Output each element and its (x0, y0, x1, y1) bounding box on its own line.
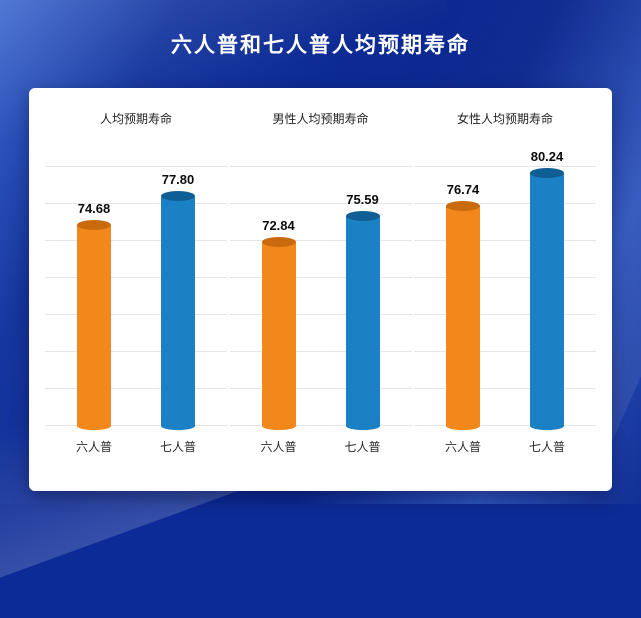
bar-seventh-census (530, 168, 564, 430)
value-label: 80.24 (530, 149, 564, 165)
bar-sixth-census (261, 236, 296, 431)
bar-group: 72.84 (257, 166, 301, 431)
bar-seventh-census (161, 190, 195, 431)
chart-panel-male: 男性人均预期寿命 72.84 75.59 六人普 七人普 (229, 110, 412, 491)
bar-seventh-census (345, 211, 380, 430)
bar-sixth-census (77, 219, 111, 431)
plot-area: 72.84 75.59 (229, 166, 412, 431)
category-labels: 六人普 七人普 (45, 438, 227, 455)
category-labels: 六人普 七人普 (414, 438, 596, 455)
category-label-seventh-census: 七人普 (344, 440, 381, 454)
category-label-seventh-census: 七人普 (528, 440, 565, 454)
category-labels: 六人普 七人普 (230, 438, 412, 455)
panel-title: 女性人均预期寿命 (456, 112, 553, 126)
panel-title: 男性人均预期寿命 (272, 112, 369, 126)
bar-group: 77.80 (156, 166, 200, 431)
panel-title: 人均预期寿命 (99, 112, 172, 126)
category-label-sixth-census: 六人普 (75, 440, 112, 454)
bar-sixth-census (446, 200, 480, 431)
bar-group: 75.59 (341, 166, 385, 430)
category-label-sixth-census: 六人普 (260, 440, 297, 454)
bar-group: 76.74 (441, 166, 485, 431)
bar-group: 74.68 (72, 166, 116, 431)
value-label: 72.84 (262, 217, 295, 233)
chart-panel-total: 人均预期寿命 74.68 77.80 六人普 七人普 (45, 110, 227, 491)
bar-group: 80.24 (525, 149, 569, 430)
value-label: 75.59 (346, 192, 379, 208)
chart-panel-female: 女性人均预期寿命 76.74 80.24 六人普 七人普 (414, 110, 596, 491)
value-label: 74.68 (77, 200, 111, 216)
header: 六人普和七人普人均预期寿命 (0, 0, 641, 88)
chart-card: 人均预期寿命 74.68 77.80 六人普 七人普 男性人均预期寿命 72.8… (29, 88, 612, 491)
plot-area: 74.68 77.80 (45, 166, 227, 431)
value-label: 76.74 (446, 181, 480, 197)
category-label-sixth-census: 六人普 (444, 440, 481, 454)
value-label: 77.80 (161, 171, 195, 187)
plot-area: 76.74 80.24 (414, 149, 596, 431)
category-label-seventh-census: 七人普 (159, 440, 196, 454)
chart-main-title: 六人普和七人普人均预期寿命 (171, 34, 470, 57)
